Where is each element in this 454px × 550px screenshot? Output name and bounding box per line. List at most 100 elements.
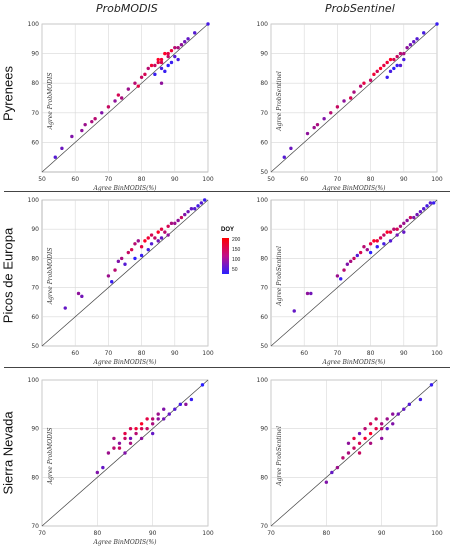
scatter-point bbox=[60, 146, 64, 151]
y-tick-label: 80 bbox=[260, 80, 268, 87]
scatter-point bbox=[166, 63, 170, 68]
y-tick-label: 70 bbox=[31, 285, 39, 292]
scatter-point bbox=[372, 239, 376, 243]
x-axis-label: Agree BinMODIS(%) bbox=[322, 185, 387, 192]
scatter-point bbox=[379, 426, 384, 431]
x-axis-label: Agree BinMODIS(%) bbox=[93, 185, 158, 192]
scatter-point bbox=[139, 245, 144, 249]
scatter-point bbox=[153, 63, 157, 68]
identity-line bbox=[270, 199, 438, 347]
scatter-point bbox=[110, 280, 114, 284]
scatter-point bbox=[150, 417, 155, 421]
scatter-point bbox=[83, 122, 87, 127]
scatter-point bbox=[363, 436, 367, 441]
scatter-point bbox=[163, 69, 167, 74]
row-title-pyrenees: Pyrenees bbox=[0, 66, 16, 121]
scatter-point bbox=[357, 441, 362, 445]
scatter-point bbox=[385, 60, 389, 65]
scatter-point bbox=[407, 402, 412, 407]
scatter-point bbox=[412, 215, 416, 220]
scatter-point bbox=[368, 78, 373, 82]
y-tick-label: 90 bbox=[260, 426, 268, 433]
x-tick-label: 100 bbox=[202, 176, 214, 183]
scatter-point bbox=[418, 397, 423, 402]
scatter-point bbox=[173, 407, 177, 411]
scatter-point bbox=[126, 250, 131, 255]
scatter-panel-sierra-probsentinel: 70 80 90 100 70 80 90 100 Agree ProbSentinel bbox=[257, 377, 443, 537]
scatter-point bbox=[159, 81, 164, 85]
scatter-point bbox=[415, 212, 419, 217]
scatter-point bbox=[357, 431, 362, 436]
scatter-point bbox=[431, 201, 436, 205]
scatter-point bbox=[156, 239, 160, 243]
scatter-point bbox=[352, 436, 356, 441]
y-axis-label: Agree ProbSentinel bbox=[276, 426, 283, 487]
y-tick-label: 80 bbox=[31, 255, 39, 262]
legend-tick: 100 bbox=[232, 257, 241, 263]
y-tick-label: 70 bbox=[260, 110, 268, 117]
scatter-point bbox=[385, 75, 389, 79]
scatter-panel-picos-probmodis: 60 70 80 90 100 50 60 70 80 90 100 Agree BinMODIS(%… bbox=[28, 197, 214, 366]
scatter-point bbox=[93, 117, 97, 121]
x-tick-label: 100 bbox=[431, 350, 443, 357]
scatter-panel-picos-probsentinel: 60 70 80 90 100 50 60 70 80 90 100 Agree BinMODIS(%… bbox=[257, 197, 443, 366]
scatter-point bbox=[402, 51, 406, 56]
x-axis-label: Agree BinMODIS(%) bbox=[93, 539, 158, 546]
scatter-point bbox=[385, 230, 389, 234]
x-tick-label: 60 bbox=[300, 350, 308, 357]
y-tick-label: 70 bbox=[260, 523, 268, 530]
scatter-point bbox=[385, 417, 389, 421]
scatter-point bbox=[128, 436, 133, 441]
scatter-point bbox=[159, 66, 164, 71]
x-tick-label: 80 bbox=[138, 350, 146, 357]
scatter-point bbox=[429, 383, 434, 387]
scatter-point bbox=[178, 402, 183, 407]
scatter-point bbox=[408, 215, 413, 220]
y-axis-label: Agree ProbSentinel bbox=[276, 246, 283, 307]
scatter-point bbox=[368, 242, 373, 246]
identity-line bbox=[41, 23, 209, 173]
y-axis-label: Agree ProbMODIS bbox=[47, 73, 54, 131]
scatter-point bbox=[133, 81, 137, 85]
scatter-point bbox=[101, 465, 105, 470]
scatter-panel-sierra-probmodis: 70 80 90 100 70 80 90 100 Agree BinMODIS(%) Agree… bbox=[28, 377, 214, 546]
y-tick-label: 100 bbox=[28, 377, 40, 384]
x-tick-label: 70 bbox=[334, 176, 342, 183]
scatter-point bbox=[385, 426, 389, 431]
scatter-point bbox=[388, 239, 393, 243]
x-tick-label: 50 bbox=[267, 176, 275, 183]
scatter-point bbox=[80, 294, 84, 299]
scatter-point bbox=[153, 236, 157, 240]
y-tick-label: 90 bbox=[260, 51, 268, 58]
x-tick-label: 80 bbox=[367, 176, 375, 183]
y-axis-label: Agree ProbSentinel bbox=[276, 71, 283, 132]
scatter-point bbox=[139, 436, 144, 441]
scatter-point bbox=[162, 417, 166, 421]
scatter-point bbox=[119, 256, 124, 261]
scatter-point bbox=[173, 221, 177, 226]
scatter-point bbox=[150, 422, 155, 426]
scatter-point bbox=[196, 204, 200, 208]
scatter-point bbox=[368, 422, 373, 426]
x-tick-label: 70 bbox=[267, 530, 275, 537]
column-title-probmodis: ProbMODIS bbox=[96, 2, 158, 15]
scatter-point bbox=[352, 90, 356, 94]
scatter-point bbox=[139, 75, 144, 79]
scatter-point bbox=[179, 215, 184, 220]
scatter-point bbox=[169, 60, 174, 65]
scatter-point bbox=[200, 383, 205, 387]
scatter-point bbox=[352, 446, 356, 450]
scatter-point bbox=[145, 426, 149, 431]
scatter-point bbox=[112, 436, 116, 441]
x-tick-label: 100 bbox=[431, 176, 443, 183]
scatter-point bbox=[342, 99, 346, 103]
scatter-point bbox=[358, 250, 363, 255]
scatter-point bbox=[116, 93, 121, 97]
scatter-point bbox=[183, 212, 187, 217]
scatter-point bbox=[128, 441, 133, 445]
scatter-point bbox=[186, 37, 190, 41]
y-tick-label: 70 bbox=[31, 110, 39, 117]
x-tick-label: 100 bbox=[431, 530, 443, 537]
x-tick-label: 70 bbox=[105, 350, 113, 357]
scatter-point bbox=[134, 431, 138, 436]
